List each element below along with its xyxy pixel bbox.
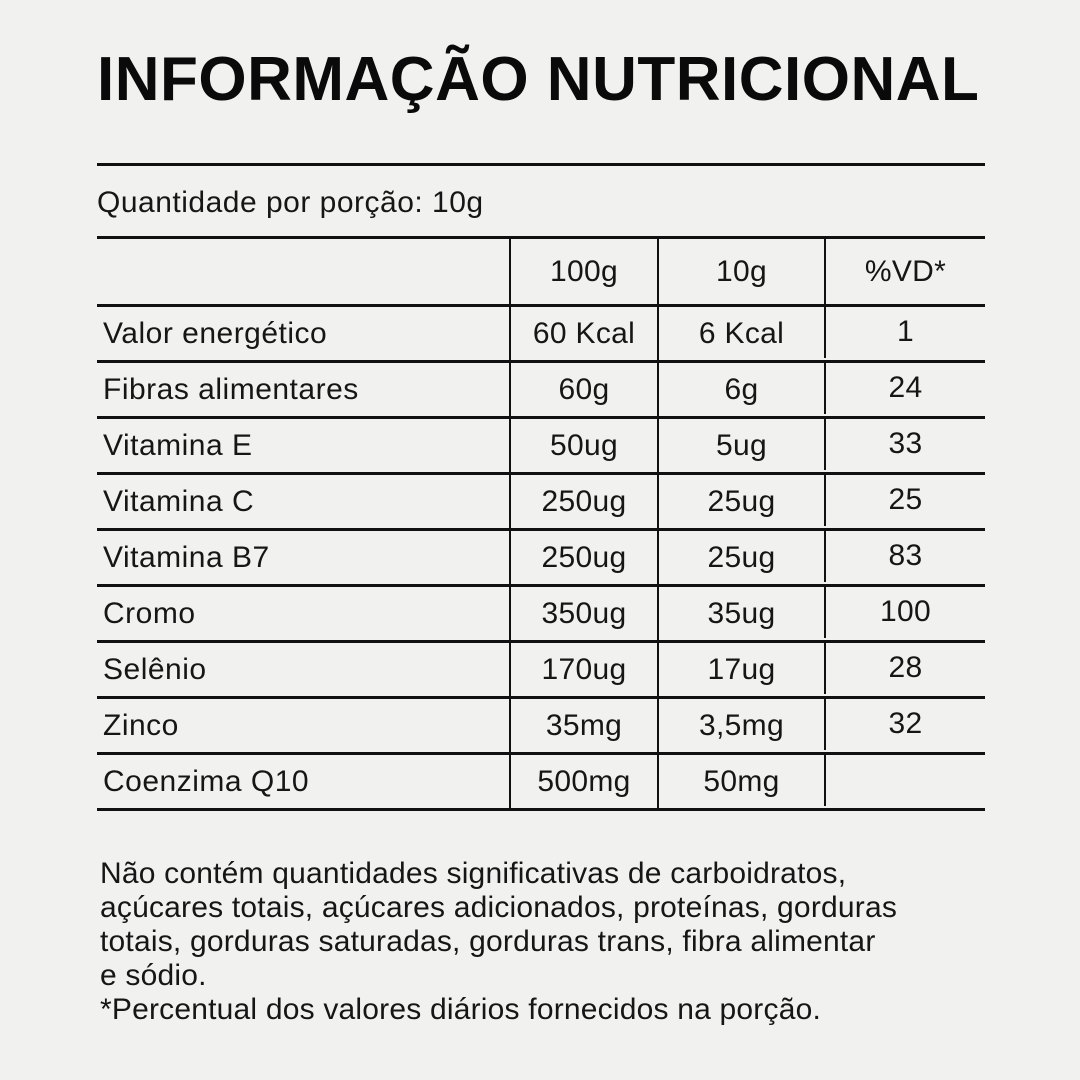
nutrient-name: Vitamina E xyxy=(103,428,253,462)
table-row: Vitamina E 50ug 5ug 33 xyxy=(97,417,985,475)
value-vd: 100 xyxy=(824,585,985,638)
value-10g: 35ug xyxy=(657,587,824,640)
col-header-10g: 10g xyxy=(657,239,824,304)
value-100g: 50ug xyxy=(509,419,657,472)
table-row: Cromo 350ug 35ug 100 xyxy=(97,585,985,643)
disclaimer-line: açúcares totais, açúcares adicionados, p… xyxy=(100,891,898,924)
table-header-row: 100g 10g %VD* xyxy=(97,239,985,307)
value-vd xyxy=(824,753,985,806)
col-header-empty xyxy=(97,239,509,304)
nutrient-name: Cromo xyxy=(103,596,196,630)
disclaimer-line: totais, gorduras saturadas, gorduras tra… xyxy=(100,925,876,958)
nutrient-name: Coenzima Q10 xyxy=(103,764,310,798)
value-10g: 17ug xyxy=(657,643,824,696)
value-100g: 350ug xyxy=(509,587,657,640)
value-vd: 83 xyxy=(824,529,985,582)
value-100g: 250ug xyxy=(509,475,657,528)
nutrition-table: 100g 10g %VD* Valor energético 60 Kcal 6… xyxy=(97,236,985,811)
value-vd: 33 xyxy=(824,417,985,470)
value-100g: 250ug xyxy=(509,531,657,584)
top-divider xyxy=(97,163,985,166)
col-header-vd: %VD* xyxy=(824,239,985,304)
disclaimer-line: Não contém quantidades significativas de… xyxy=(100,857,847,890)
table-row: Coenzima Q10 500mg 50mg xyxy=(97,753,985,811)
nutrient-name: Fibras alimentares xyxy=(103,372,359,406)
value-100g: 170ug xyxy=(509,643,657,696)
value-vd: 28 xyxy=(824,641,985,694)
disclaimer-line: e sódio. xyxy=(100,959,207,992)
value-100g: 500mg xyxy=(509,755,657,808)
col-header-100g: 100g xyxy=(509,239,657,304)
label-content: INFORMAÇÃO NUTRICIONAL Quantidade por po… xyxy=(97,0,985,1027)
table-row: Zinco 35mg 3,5mg 32 xyxy=(97,697,985,755)
table-row: Vitamina B7 250ug 25ug 83 xyxy=(97,529,985,587)
serving-size-label: Quantidade por porção: 10g xyxy=(97,186,484,219)
table-row: Valor energético 60 Kcal 6 Kcal 1 xyxy=(97,305,985,363)
footnote-text: *Percentual dos valores diários fornecid… xyxy=(100,993,822,1026)
value-10g: 25ug xyxy=(657,531,824,584)
nutrient-name: Zinco xyxy=(103,708,179,742)
table-row: Vitamina C 250ug 25ug 25 xyxy=(97,473,985,531)
value-10g: 25ug xyxy=(657,475,824,528)
nutrient-name: Vitamina C xyxy=(103,484,255,518)
value-vd: 32 xyxy=(824,697,985,750)
value-10g: 3,5mg xyxy=(657,699,824,752)
value-vd: 1 xyxy=(824,305,985,358)
nutrient-name: Vitamina B7 xyxy=(103,540,270,574)
table-row: Fibras alimentares 60g 6g 24 xyxy=(97,361,985,419)
value-vd: 25 xyxy=(824,473,985,526)
value-vd: 24 xyxy=(824,361,985,414)
nutrient-name: Selênio xyxy=(103,652,207,686)
table-row: Selênio 170ug 17ug 28 xyxy=(97,641,985,699)
page-title: INFORMAÇÃO NUTRICIONAL xyxy=(97,45,980,114)
nutrient-name: Valor energético xyxy=(103,316,328,350)
value-100g: 60 Kcal xyxy=(509,307,657,360)
value-10g: 5ug xyxy=(657,419,824,472)
value-100g: 35mg xyxy=(509,699,657,752)
value-10g: 6 Kcal xyxy=(657,307,824,360)
value-100g: 60g xyxy=(509,363,657,416)
footer-text: Não contém quantidades significativas de… xyxy=(97,857,985,1027)
value-10g: 6g xyxy=(657,363,824,416)
value-10g: 50mg xyxy=(657,755,824,808)
